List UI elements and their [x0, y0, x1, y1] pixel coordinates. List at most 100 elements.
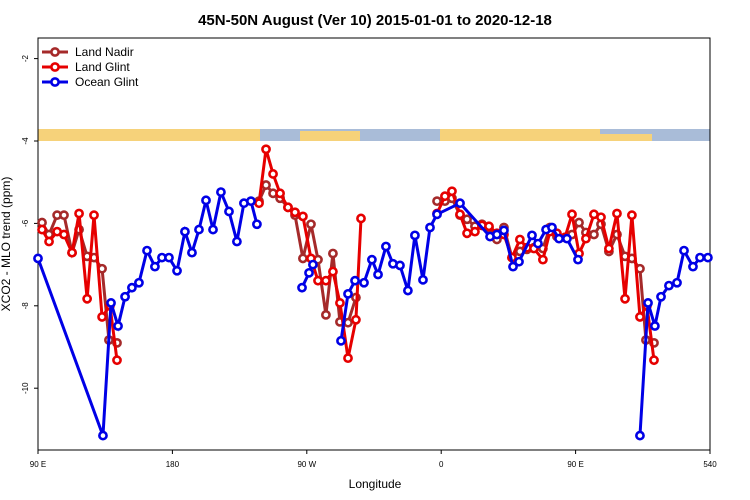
- x-tick-label: 90 W: [297, 460, 316, 469]
- data-point: [367, 254, 377, 265]
- data-point: [596, 212, 606, 223]
- data-point: [695, 252, 705, 263]
- x-tick-label: 90 E: [567, 460, 583, 469]
- data-point: [224, 206, 234, 217]
- data-point: [313, 275, 323, 286]
- data-point: [350, 275, 360, 286]
- data-point: [425, 222, 435, 233]
- data-point: [440, 191, 450, 202]
- data-point: [254, 198, 264, 209]
- data-point: [336, 335, 346, 346]
- data-point: [643, 298, 653, 308]
- data-point: [172, 265, 182, 276]
- data-point: [351, 314, 361, 325]
- data-point: [261, 180, 271, 190]
- data-point: [492, 229, 502, 240]
- data-point: [620, 293, 630, 304]
- data-point: [208, 224, 218, 235]
- data-point: [134, 277, 144, 288]
- data-point: [359, 277, 369, 288]
- data-point: [514, 256, 524, 267]
- data-point: [635, 430, 645, 441]
- data-point: [664, 280, 674, 291]
- data-point: [612, 208, 622, 219]
- data-point: [298, 253, 308, 264]
- data-point: [74, 208, 84, 219]
- series-line: [36, 187, 708, 437]
- data-point: [343, 353, 353, 364]
- data-point: [261, 144, 271, 155]
- data-point: [635, 312, 645, 322]
- data-point: [328, 266, 338, 277]
- legend-label: Ocean Glint: [75, 75, 139, 89]
- data-point: [447, 186, 457, 197]
- data-point: [308, 259, 318, 270]
- data-point: [381, 241, 391, 252]
- data-point: [573, 254, 583, 265]
- data-point: [268, 169, 278, 179]
- data-point: [410, 230, 420, 241]
- data-point: [306, 219, 316, 230]
- data-point: [343, 288, 353, 299]
- data-point: [98, 430, 108, 441]
- data-point: [283, 202, 293, 213]
- data-point: [67, 247, 77, 258]
- map-strip: [38, 129, 710, 141]
- data-point: [298, 211, 308, 222]
- data-point: [33, 253, 43, 264]
- data-point: [297, 282, 307, 293]
- data-point: [187, 247, 197, 258]
- data-point: [232, 236, 242, 247]
- data-point: [484, 221, 494, 232]
- data-point: [201, 195, 211, 206]
- data-point: [321, 275, 331, 286]
- legend-marker: [50, 47, 60, 57]
- y-tick-label: -4: [21, 137, 30, 145]
- data-point: [574, 217, 584, 228]
- data-point: [89, 210, 99, 221]
- data-point: [533, 238, 543, 249]
- chart-title: 45N-50N August (Ver 10) 2015-01-01 to 20…: [198, 12, 552, 29]
- data-point: [106, 298, 116, 308]
- data-point: [514, 234, 525, 245]
- data-point: [328, 248, 338, 259]
- x-tick-label: 0: [439, 460, 444, 469]
- data-point: [626, 210, 637, 221]
- data-point: [290, 207, 300, 218]
- data-point: [567, 209, 577, 220]
- data-point: [112, 355, 122, 366]
- data-point: [455, 209, 465, 220]
- data-point: [508, 261, 518, 272]
- data-point: [499, 225, 509, 236]
- data-point: [679, 245, 689, 256]
- data-point: [142, 245, 152, 256]
- data-point: [656, 291, 666, 302]
- series-line: [40, 148, 656, 361]
- y-tick-label: -10: [21, 382, 30, 394]
- y-tick-label: -8: [21, 302, 30, 310]
- data-point: [462, 214, 472, 225]
- data-point: [304, 267, 314, 278]
- data-point: [589, 229, 599, 240]
- data-point: [120, 291, 130, 302]
- data-point: [395, 260, 405, 271]
- plot-frame: [37, 37, 711, 451]
- legend-label: Land Glint: [75, 60, 130, 74]
- data-point: [356, 213, 366, 224]
- data-point: [194, 224, 204, 235]
- data-point: [562, 233, 572, 244]
- y-axis-label: XCO2 - MLO trend (ppm): [0, 177, 13, 312]
- data-point: [164, 252, 174, 263]
- data-point: [649, 321, 660, 331]
- legend-marker: [50, 62, 60, 72]
- data-point: [418, 274, 428, 285]
- data-point: [59, 210, 69, 221]
- legend-marker: [50, 77, 60, 87]
- data-point: [59, 229, 69, 240]
- data-point: [321, 309, 331, 320]
- data-point: [402, 285, 413, 296]
- data-point: [127, 282, 137, 293]
- data-point: [649, 355, 659, 366]
